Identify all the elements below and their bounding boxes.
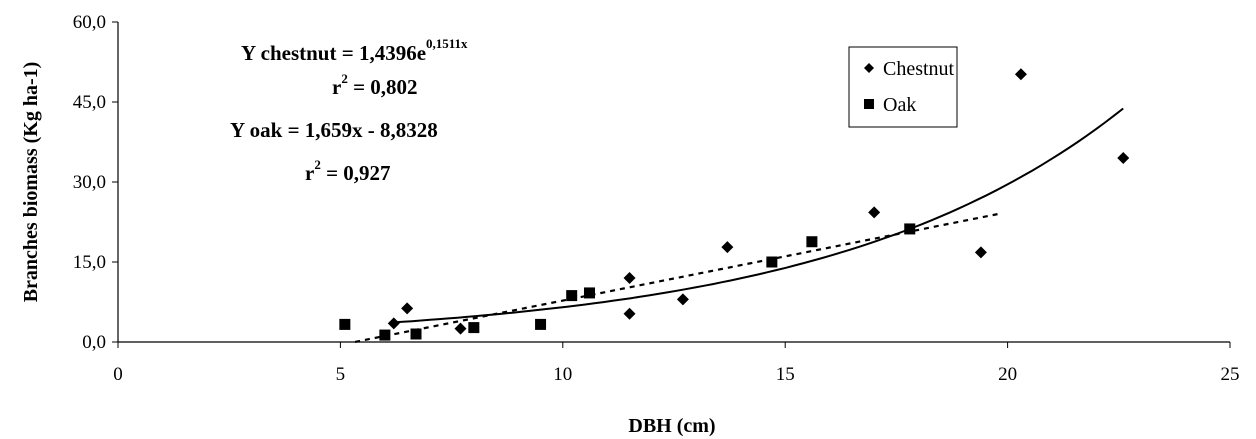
x-tick-label: 0 [113, 364, 123, 385]
legend-marker-chestnut [864, 63, 874, 73]
x-tick-label: 25 [1221, 364, 1240, 385]
legend-label-oak: Oak [883, 94, 916, 116]
point-chestnut [623, 307, 636, 320]
point-chestnut [623, 272, 636, 284]
trendline-chestnut [393, 107, 1124, 324]
equation-chestnut-prefix: Y chestnut = 1,4396e [241, 41, 426, 65]
point-chestnut [868, 206, 881, 219]
r2-chestnut-value: = 0,802 [348, 75, 418, 99]
point-oak [566, 290, 578, 302]
y-axis-title: Branches biomass (Kg ha-1) [20, 62, 42, 303]
point-chestnut [401, 302, 414, 315]
x-tick-label: 15 [776, 364, 795, 385]
point-chestnut [387, 317, 400, 330]
point-oak [766, 256, 778, 268]
point-chestnut [1117, 152, 1130, 164]
tick-labels: 0 5 10 15 20 25 0,0 15,0 30,0 45,0 60,0 [73, 12, 1240, 385]
legend: Chestnut Oak [848, 46, 958, 128]
data-points [339, 68, 1130, 341]
x-tick-label: 20 [998, 364, 1017, 385]
point-chestnut [721, 241, 734, 254]
point-oak [535, 318, 547, 330]
y-tick-label: 30,0 [73, 172, 106, 193]
r2-chestnut: r2 = 0,802 [332, 71, 418, 99]
legend-marker-oak [864, 99, 874, 109]
point-chestnut [974, 246, 987, 259]
x-tick-label: 5 [336, 364, 346, 385]
r2-oak-superscript: 2 [314, 157, 321, 172]
x-axis-title: DBH (cm) [628, 415, 715, 437]
point-oak [904, 223, 916, 235]
x-tick-label: 10 [553, 364, 572, 385]
r2-chestnut-prefix: r [332, 75, 341, 99]
point-oak [583, 287, 595, 299]
r2-oak: r2 = 0,927 [305, 157, 391, 185]
point-oak [410, 328, 422, 340]
axes [112, 21, 1231, 348]
point-chestnut [676, 293, 689, 306]
equation-oak: Y oak = 1,659x - 8,8328 [230, 118, 438, 142]
point-oak [468, 322, 480, 334]
point-chestnut [1014, 68, 1027, 81]
point-oak [339, 318, 351, 330]
r2-oak-prefix: r [305, 161, 314, 185]
r2-chestnut-superscript: 2 [341, 71, 348, 86]
point-oak [379, 329, 391, 341]
legend-box [848, 46, 958, 128]
y-tick-label: 0,0 [82, 332, 106, 353]
equation-chestnut-exponent: 0,1511x [426, 36, 468, 51]
trendline-oak [354, 212, 999, 343]
point-chestnut [454, 322, 467, 335]
point-oak [806, 236, 818, 248]
legend-label-chestnut: Chestnut [883, 58, 955, 80]
y-tick-label: 15,0 [73, 252, 106, 273]
trend-lines [354, 107, 1124, 343]
y-tick-label: 60,0 [73, 12, 106, 33]
r2-oak-value: = 0,927 [321, 161, 391, 185]
equation-chestnut: Y chestnut = 1,4396e0,1511x [241, 36, 468, 65]
y-tick-label: 45,0 [73, 92, 106, 113]
